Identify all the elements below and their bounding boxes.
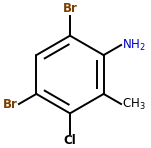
Text: CH$_3$: CH$_3$ (122, 96, 146, 112)
Text: Cl: Cl (64, 134, 76, 147)
Text: Br: Br (3, 98, 18, 111)
Text: NH$_2$: NH$_2$ (122, 37, 146, 53)
Text: Br: Br (63, 2, 77, 15)
